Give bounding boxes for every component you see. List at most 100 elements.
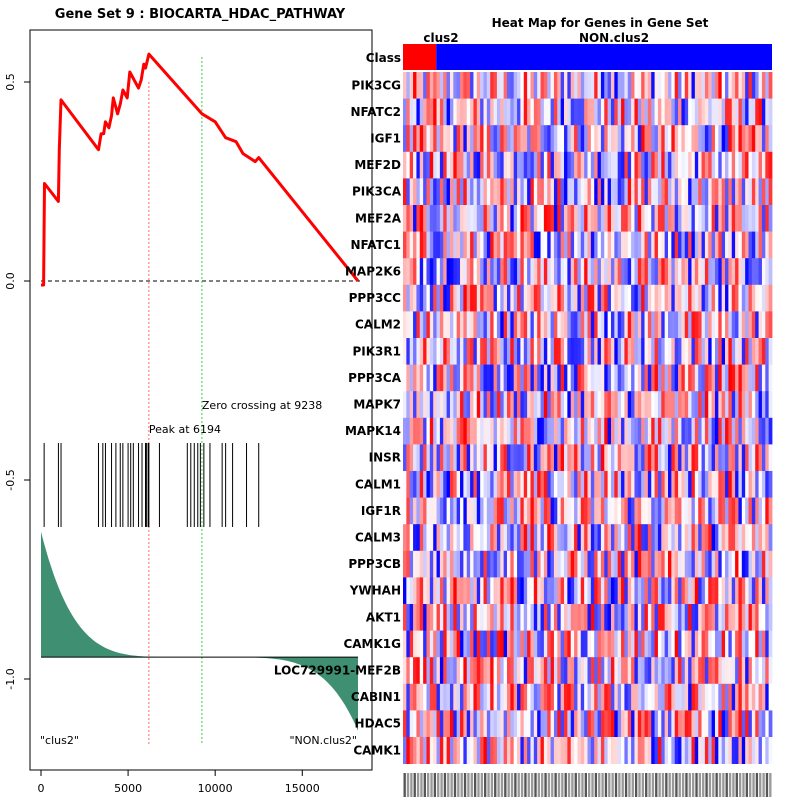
heatmap-cell — [644, 524, 649, 552]
heatmap-cell — [704, 98, 709, 126]
sample-label-mark — [470, 773, 473, 797]
heatmap-cell — [765, 98, 770, 126]
heatmap-cell — [768, 205, 773, 232]
heatmap-cell — [480, 391, 484, 419]
heatmap-cell — [446, 258, 451, 286]
heatmap-cell — [409, 737, 414, 764]
heatmap-cell — [403, 550, 407, 578]
heatmap-cell — [627, 72, 632, 99]
heatmap-cell — [456, 417, 461, 445]
heatmap-cell — [406, 391, 411, 419]
sample-label-mark — [490, 773, 494, 797]
heatmap-cell — [580, 683, 585, 711]
heatmap-cell — [449, 444, 454, 472]
heatmap-cell — [651, 72, 655, 99]
heatmap-cell — [486, 72, 491, 99]
heatmap-cell — [594, 231, 598, 259]
heatmap-cell — [657, 630, 662, 658]
heatmap-cell — [473, 550, 478, 578]
heatmap-cell — [473, 231, 478, 259]
heatmap-cell — [426, 471, 431, 498]
heatmap-cell — [557, 125, 562, 153]
heatmap-cell — [688, 311, 692, 339]
sample-label-mark — [510, 773, 514, 797]
heatmap-cell — [668, 231, 672, 259]
heatmap-cell — [758, 231, 763, 259]
heatmap-cell — [748, 338, 753, 365]
heatmap-cell — [580, 630, 585, 658]
heatmap-cell — [624, 178, 629, 206]
heatmap-cell — [406, 125, 411, 153]
heatmap-cell — [506, 710, 511, 738]
heatmap-cell — [584, 311, 588, 339]
sample-label-mark — [547, 773, 551, 797]
gene-label: PPP3CA — [348, 371, 402, 385]
sample-label-mark — [628, 773, 631, 797]
heatmap-cell — [453, 338, 458, 365]
heatmap-cell — [651, 657, 655, 685]
heatmap-cell — [476, 577, 481, 605]
heatmap-cell — [748, 98, 753, 126]
heatmap-cell — [543, 98, 548, 126]
heatmap-cell — [436, 391, 441, 419]
heatmap-cell — [624, 683, 629, 711]
heatmap-cell — [423, 178, 427, 206]
heatmap-cell — [480, 258, 484, 286]
heatmap-cell — [708, 151, 713, 179]
heatmap-cell — [661, 72, 666, 99]
gene-label: YWHAH — [349, 584, 401, 598]
heatmap-cell — [429, 125, 434, 153]
heatmap-cell — [657, 205, 662, 232]
heatmap-cell — [668, 417, 672, 445]
heatmap-cell — [614, 683, 619, 711]
heatmap-cell — [621, 178, 625, 206]
heatmap-cell — [553, 311, 558, 339]
heatmap-cell — [755, 577, 759, 605]
heatmap-cell — [610, 231, 615, 259]
heatmap-cell — [698, 205, 702, 232]
heatmap-cell — [725, 524, 729, 552]
heatmap-cell — [617, 125, 622, 153]
heatmap-cell — [718, 151, 723, 179]
heatmap-cell — [409, 311, 414, 339]
heatmap-cell — [627, 444, 632, 472]
heatmap-cell — [439, 604, 444, 631]
heatmap-cell — [533, 338, 538, 365]
heatmap-cell — [604, 231, 609, 259]
heatmap-cell — [416, 683, 421, 711]
heatmap-cell — [610, 683, 615, 711]
heatmap-cell — [564, 391, 568, 419]
heatmap-cell — [624, 258, 629, 286]
heatmap-cell — [473, 683, 478, 711]
heatmap-cell — [735, 471, 739, 498]
heatmap-cell — [473, 471, 478, 498]
heatmap-cell — [621, 284, 625, 312]
heatmap-cell — [735, 125, 739, 153]
heatmap-cell — [547, 604, 551, 631]
heatmap-cell — [748, 657, 753, 685]
heatmap-cell — [678, 284, 682, 312]
heatmap-cell — [701, 524, 706, 552]
heatmap-cell — [550, 737, 555, 764]
heatmap-cell — [486, 311, 491, 339]
heatmap-cell — [664, 550, 669, 578]
heatmap-cell — [553, 710, 558, 738]
heatmap-cell — [614, 284, 619, 312]
heatmap-cell — [453, 657, 458, 685]
heatmap-cell — [768, 72, 773, 99]
heatmap-cell — [520, 231, 525, 259]
heatmap-cell — [664, 391, 669, 419]
heatmap-cell — [550, 98, 555, 126]
heatmap-cell — [761, 550, 766, 578]
sample-label-mark — [715, 773, 718, 797]
heatmap-cell — [553, 338, 558, 365]
heatmap-cell — [714, 125, 719, 153]
heatmap-cell — [520, 417, 525, 445]
heatmap-cell — [725, 231, 729, 259]
heatmap-cell — [641, 444, 645, 472]
heatmap-cell — [651, 178, 655, 206]
heatmap-cell — [449, 471, 454, 498]
heatmap-cell — [657, 364, 662, 392]
heatmap-cell — [691, 577, 696, 605]
heatmap-cell — [674, 550, 679, 578]
